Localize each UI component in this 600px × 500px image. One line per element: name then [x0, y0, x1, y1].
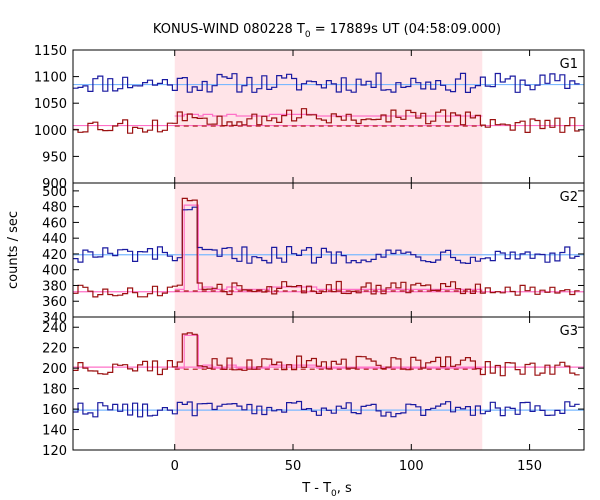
panel-label-g3: G3	[560, 324, 578, 339]
y-tick-label-g2-480: 480	[42, 201, 67, 216]
red-histogram-g1	[73, 108, 580, 134]
panel-label-g1: G1	[560, 57, 578, 72]
red-histogram-g3	[73, 332, 580, 377]
chart-title-main: KONUS-WIND 080228 T	[153, 22, 305, 37]
y-tick-label-g3-200: 200	[42, 362, 67, 377]
y-tick-label-g2-420: 420	[42, 248, 67, 263]
y-tick-label-g2-440: 440	[42, 232, 67, 247]
blue-histogram-g2	[73, 206, 580, 264]
x-tick-label-150: 150	[517, 459, 542, 474]
blue-histogram-g3	[73, 400, 580, 418]
y-tick-label-g2-360: 360	[42, 295, 67, 310]
panel-label-g2: G2	[560, 190, 578, 205]
y-tick-label-g3-240: 240	[42, 321, 67, 336]
x-axis-label: T - T0, s	[301, 481, 352, 499]
y-tick-label-g3-220: 220	[42, 342, 67, 357]
x-axis-label-main: T - T	[301, 481, 331, 496]
panels-group: 9009501000105011001150G13403603804004204…	[34, 44, 585, 474]
source-interval-g2	[174, 183, 483, 317]
y-tick-label-g2-500: 500	[42, 185, 67, 200]
y-tick-label-g3-160: 160	[42, 403, 67, 418]
y-axis-label: counts / sec	[6, 211, 21, 289]
y-tick-label-g3-180: 180	[42, 383, 67, 398]
y-tick-label-g2-340: 340	[42, 311, 67, 326]
y-tick-label-g1-1150: 1150	[34, 44, 67, 59]
y-tick-label-g3-120: 120	[42, 444, 67, 459]
blue-histogram-g1	[73, 72, 580, 93]
x-tick-label-50: 50	[285, 459, 302, 474]
panel-frame-g3	[72, 316, 585, 451]
y-tick-label-g1-1100: 1100	[34, 71, 67, 86]
red-histogram-g2	[73, 197, 580, 298]
chart-title-subscript: 0	[305, 30, 311, 40]
y-tick-label-g1-950: 950	[42, 150, 67, 165]
y-tick-label-g1-1050: 1050	[34, 97, 67, 112]
x-tick-label-0: 0	[171, 459, 179, 474]
y-tick-label-g1-1000: 1000	[34, 124, 67, 139]
chart-title: KONUS-WIND 080228 T0 = 17889s UT (04:58:…	[153, 22, 501, 40]
y-tick-label-g3-140: 140	[42, 424, 67, 439]
pink-source-model-g2	[174, 204, 483, 290]
chart-title-rest: = 17889s UT (04:58:09.000)	[311, 22, 501, 37]
y-tick-label-g2-400: 400	[42, 264, 67, 279]
x-axis-label-subscript: 0	[331, 489, 337, 499]
y-tick-label-g2-460: 460	[42, 216, 67, 231]
panel-g3: 120 140 160 180 200 220 240 G3	[42, 316, 585, 459]
y-tick-label-g2-380: 380	[42, 279, 67, 294]
source-interval-g3	[174, 317, 483, 450]
x-tick-label-100: 100	[399, 459, 424, 474]
y-tick-label-g1-900: 900	[42, 177, 67, 192]
x-axis-label-rest: , s	[337, 481, 352, 496]
panel-g1: 900 950 1000 1050 1100 1150 G1	[34, 44, 585, 192]
